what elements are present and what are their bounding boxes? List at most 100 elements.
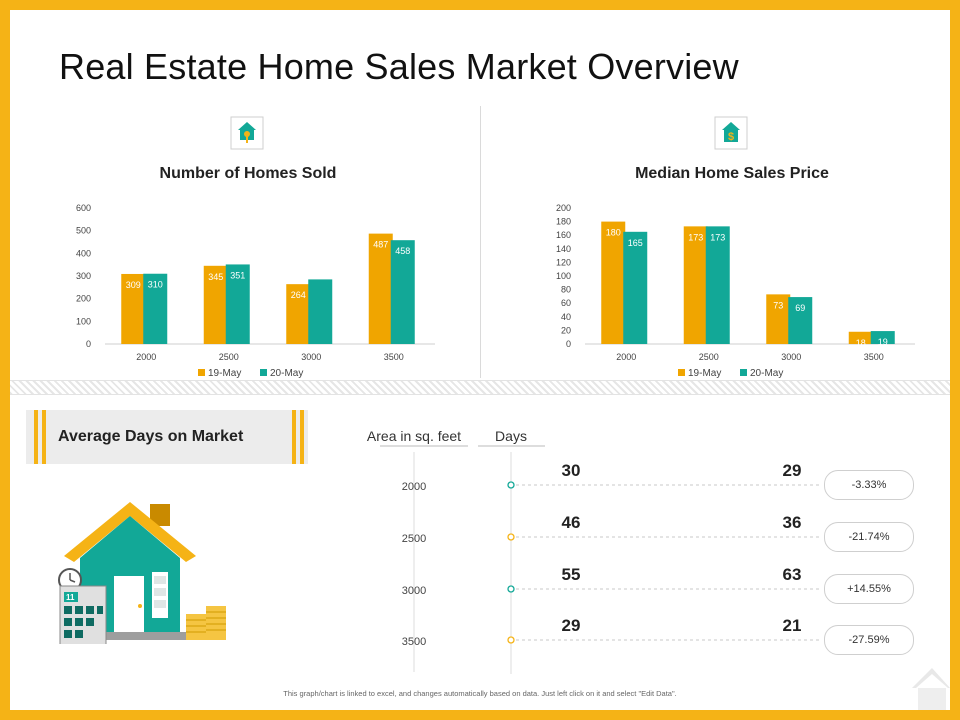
change-pill: -27.59% xyxy=(824,625,914,655)
y-tick-label: 400 xyxy=(76,248,91,258)
days-banner: Average Days on Market xyxy=(26,410,308,464)
data-label: 73 xyxy=(773,300,783,310)
days-value-1: 55 xyxy=(562,565,581,584)
data-label: 173 xyxy=(688,232,703,242)
days-banner-text: Average Days on Market xyxy=(58,428,244,445)
y-tick-label: 160 xyxy=(556,230,571,240)
change-pill: -3.33% xyxy=(824,470,914,500)
data-label: 309 xyxy=(126,280,141,290)
banner-bar xyxy=(42,410,46,464)
y-tick-label: 300 xyxy=(76,271,91,281)
y-tick-label: 140 xyxy=(556,244,571,254)
page-title: Real Estate Home Sales Market Overview xyxy=(59,46,739,87)
days-value-1: 30 xyxy=(562,461,581,480)
change-pill: -21.74% xyxy=(824,522,914,552)
days-value-2: 36 xyxy=(783,513,802,532)
header-area: Area in sq. feet xyxy=(367,428,461,444)
days-value-1: 46 xyxy=(562,513,581,532)
chart-median-price: 0 20 40 60 80 100 120 140 160 180 200 180 165 2000 173… xyxy=(556,203,915,378)
bar-19-May-3000 xyxy=(286,284,311,344)
bar-19-May-2000 xyxy=(121,273,146,344)
y-tick-label: 80 xyxy=(561,285,571,295)
row-marker xyxy=(507,585,515,593)
y-tick-label: 600 xyxy=(76,203,91,213)
y-tick-label: 120 xyxy=(556,257,571,267)
column-divider xyxy=(480,106,481,378)
legend-label: 19-May xyxy=(688,368,721,378)
data-label: 264 xyxy=(291,290,306,300)
banner-bar xyxy=(34,410,38,464)
chart-homes-sold: 0 100 200 300 400 500 600 309 310 2000 345 351 2500 2… xyxy=(76,203,435,378)
area-label: 2000 xyxy=(402,481,426,493)
section-divider xyxy=(10,380,950,395)
dollar-house-icon: $ xyxy=(714,116,748,150)
y-tick-label: 200 xyxy=(76,294,91,304)
days-value-2: 63 xyxy=(783,565,802,584)
area-label: 3000 xyxy=(402,585,426,597)
x-tick-label: 3500 xyxy=(384,352,404,362)
banner-bar xyxy=(292,410,296,464)
x-tick-label: 2000 xyxy=(616,352,636,362)
days-value-2: 29 xyxy=(783,461,802,480)
row-marker xyxy=(507,481,515,489)
days-timeline: Area in sq. feet Days 2000 30 29 2500 46 36 3000… xyxy=(367,428,820,674)
banner-bar xyxy=(300,410,304,464)
svg-text:11: 11 xyxy=(66,593,75,602)
y-tick-label: 180 xyxy=(556,217,571,227)
data-label: 310 xyxy=(148,280,163,290)
bar-20-May-3000 xyxy=(788,297,813,344)
area-label: 2500 xyxy=(402,533,426,545)
row-marker xyxy=(507,533,515,541)
x-tick-label: 3000 xyxy=(781,352,801,362)
bar-20-May-2000 xyxy=(143,273,168,344)
y-tick-label: 500 xyxy=(76,226,91,236)
chart-title-median-price: Median Home Sales Price xyxy=(635,165,829,182)
bar-20-May-3500 xyxy=(390,240,415,344)
house-illustration-icon: 11 xyxy=(58,502,226,644)
x-tick-label: 2000 xyxy=(136,352,156,362)
y-tick-label: 100 xyxy=(556,271,571,281)
bar-20-May-2500 xyxy=(225,264,250,344)
y-tick-label: 60 xyxy=(561,298,571,308)
bar-20-May-2000 xyxy=(623,231,648,344)
bar-19-May-2500 xyxy=(203,265,228,344)
x-tick-label: 3500 xyxy=(864,352,884,362)
header-days: Days xyxy=(495,428,527,444)
change-pill: +14.55% xyxy=(824,574,914,604)
home-corner-icon xyxy=(912,668,950,710)
data-label: 173 xyxy=(710,232,725,242)
data-label: 165 xyxy=(628,238,643,248)
row-marker xyxy=(507,636,515,644)
slide: Real Estate Home Sales Market Overview $… xyxy=(10,10,950,710)
data-label: 180 xyxy=(606,228,621,238)
footnote: This graph/chart is linked to excel, and… xyxy=(283,689,677,698)
y-tick-label: 40 xyxy=(561,312,571,322)
legend-swatch xyxy=(740,369,747,376)
key-house-icon xyxy=(230,116,264,150)
legend-swatch xyxy=(678,369,685,376)
data-label: 18 xyxy=(856,338,866,348)
x-tick-label: 2500 xyxy=(699,352,719,362)
legend-swatch xyxy=(198,369,205,376)
y-tick-label: 0 xyxy=(86,339,91,349)
legend-label: 19-May xyxy=(208,368,241,378)
data-label: 69 xyxy=(795,303,805,313)
data-label: 345 xyxy=(208,272,223,282)
bar-20-May-2500 xyxy=(705,226,730,344)
x-tick-label: 2500 xyxy=(219,352,239,362)
bar-19-May-2500 xyxy=(683,226,708,344)
legend-swatch xyxy=(260,369,267,376)
bar-20-May-3000 xyxy=(308,279,333,344)
area-label: 3500 xyxy=(402,636,426,648)
bar-20-May-3500 xyxy=(870,331,895,344)
svg-text:$: $ xyxy=(728,131,734,143)
bar-19-May-3500 xyxy=(368,233,393,344)
days-value-1: 29 xyxy=(562,616,581,635)
legend-label: 20-May xyxy=(750,368,783,378)
bar-19-May-3500 xyxy=(848,331,873,344)
y-tick-label: 200 xyxy=(556,203,571,213)
data-label: 351 xyxy=(230,270,245,280)
y-tick-label: 0 xyxy=(566,339,571,349)
data-label: 19 xyxy=(878,337,888,347)
data-label: 458 xyxy=(395,246,410,256)
